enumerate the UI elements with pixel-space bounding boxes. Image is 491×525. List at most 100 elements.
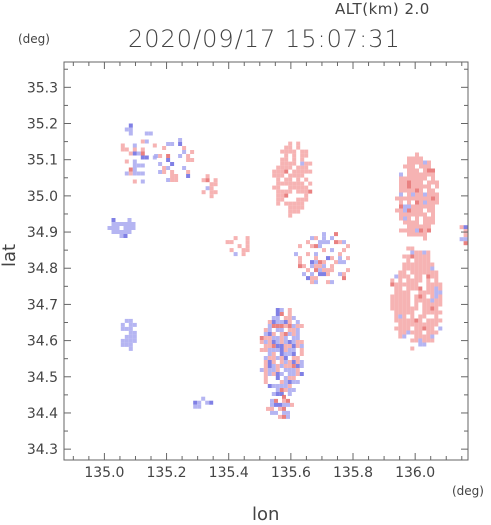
echo-cell <box>434 302 439 307</box>
echo-cell <box>295 356 300 360</box>
echo-cell <box>411 184 415 189</box>
echo-cell <box>287 344 292 348</box>
echo-cell <box>186 154 191 158</box>
echo-cell <box>306 268 310 273</box>
echo-cell <box>403 216 407 221</box>
echo-cell <box>411 212 415 217</box>
echo-cell <box>186 158 191 162</box>
echo-cell <box>398 290 403 295</box>
echo-cell <box>394 302 399 307</box>
echo-cell <box>399 216 403 221</box>
echo-cell <box>299 348 304 352</box>
echo-cell <box>292 161 297 166</box>
echo-cell <box>298 256 302 261</box>
echo-cell <box>284 153 289 158</box>
echo-cell <box>407 216 411 221</box>
echo-cell <box>459 237 464 242</box>
echo-cell <box>119 222 124 226</box>
echo-cell <box>434 314 439 319</box>
echo-cell <box>276 185 281 190</box>
echo-cell <box>430 322 435 327</box>
echo-cell <box>132 171 137 176</box>
echo-cell <box>423 164 427 169</box>
echo-cell <box>418 258 423 263</box>
echo-cell <box>288 185 293 190</box>
echo-cell <box>295 340 300 344</box>
altitude-label: ALT(km) 2.0 <box>335 0 430 18</box>
echo-cell <box>229 248 234 253</box>
echo-cell <box>128 127 133 132</box>
echo-cell <box>438 310 443 315</box>
x-tick-label: 136.0 <box>395 465 435 481</box>
echo-cell <box>414 258 419 263</box>
echo-cell <box>422 254 427 259</box>
echo-cell <box>418 266 423 271</box>
echo-cell <box>272 169 277 174</box>
echo-cell <box>279 372 284 376</box>
echo-cell <box>267 368 272 372</box>
echo-cell <box>398 298 403 303</box>
echo-cell <box>399 212 403 217</box>
echo-cell <box>398 278 403 283</box>
echo-cell <box>318 244 322 249</box>
echo-cell <box>124 318 129 323</box>
echo-cell <box>140 139 145 144</box>
echo-cell <box>267 324 272 328</box>
echo-cell <box>279 388 284 392</box>
echo-cell <box>411 208 415 213</box>
echo-cell <box>132 322 137 327</box>
echo-cell <box>278 406 282 411</box>
echo-cell <box>438 326 443 331</box>
y-tick-label: 35.1 <box>27 153 58 169</box>
echo-cell <box>403 164 407 169</box>
echo-cell <box>292 157 297 162</box>
echo-cell <box>300 169 305 174</box>
echo-cell <box>415 208 419 213</box>
echo-cell <box>402 334 407 339</box>
echo-cell <box>423 220 427 225</box>
echo-cell <box>120 147 125 152</box>
echo-cell <box>422 334 427 339</box>
echo-cell <box>299 352 304 356</box>
echo-cell <box>271 336 276 340</box>
echo-cell <box>398 314 403 319</box>
echo-cell <box>299 364 304 368</box>
echo-cell <box>283 324 288 328</box>
echo-cell <box>295 336 300 340</box>
echo-cell <box>284 169 289 174</box>
echo-cell <box>419 200 423 205</box>
echo-cell <box>300 189 305 194</box>
echo-cell <box>407 160 411 165</box>
y-tick-label: 34.8 <box>27 261 58 277</box>
echo-cell <box>418 330 423 335</box>
echo-region-northwest-spot <box>154 138 195 182</box>
echo-cell <box>127 222 132 226</box>
echo-cell <box>288 177 293 182</box>
echo-cell <box>322 260 326 265</box>
echo-cell <box>197 400 202 405</box>
echo-cell <box>178 154 183 158</box>
echo-cell <box>402 290 407 295</box>
echo-cell <box>267 348 272 352</box>
echo-cell <box>299 340 304 344</box>
plot-frame <box>63 61 469 461</box>
echo-cell <box>419 184 423 189</box>
echo-cell <box>263 368 268 372</box>
echo-cell <box>426 262 431 267</box>
echo-cell <box>406 254 411 259</box>
echo-cell <box>463 225 468 230</box>
echo-cell <box>245 240 250 245</box>
echo-cell <box>276 173 281 178</box>
echo-cell <box>463 233 468 238</box>
echo-cell <box>423 236 427 241</box>
echo-cell <box>123 234 128 238</box>
echo-cell <box>407 180 411 185</box>
echo-cell <box>111 226 116 230</box>
echo-cell <box>263 336 268 340</box>
echo-cell <box>140 171 145 176</box>
echo-cell <box>406 310 411 315</box>
echo-cell <box>287 384 292 388</box>
echo-region-central-mix <box>294 232 350 285</box>
echo-cell <box>427 184 431 189</box>
echo-cell <box>282 414 286 419</box>
